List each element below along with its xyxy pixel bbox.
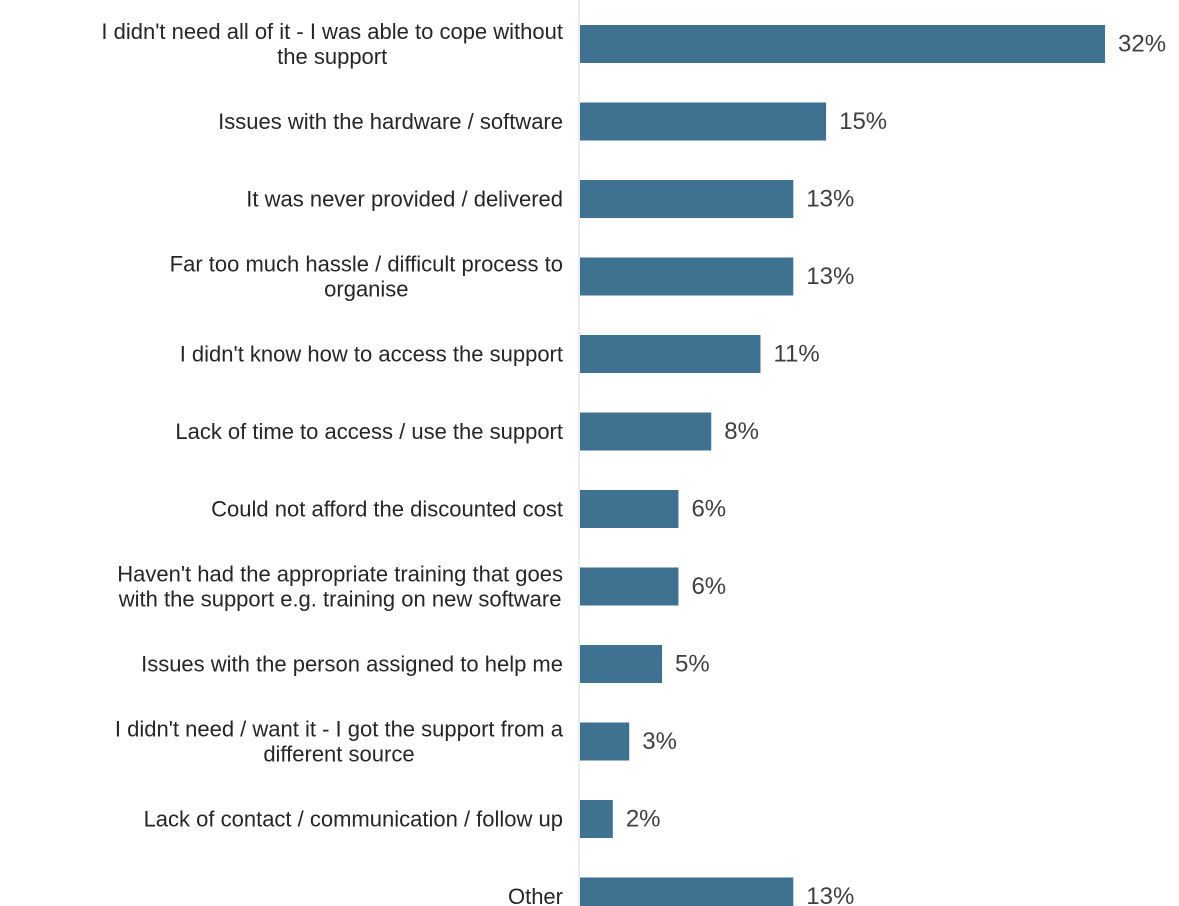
category-label: It was never provided / delivered [246,187,563,212]
category-label-line: the support [277,44,387,69]
category-label-line: Lack of contact / communication / follow… [144,807,563,832]
bar [580,412,712,451]
bar [580,645,663,683]
bar-value-label: 32% [1118,31,1166,58]
bar-value-label: 8% [724,418,759,445]
bar-value-label: 6% [691,496,726,523]
category-label-line: Could not afford the discounted cost [211,497,563,522]
bar-value-label: 13% [806,883,854,906]
bar [580,102,827,141]
category-label: Far too much hassle / difficult process … [170,252,563,302]
category-label: Lack of contact / communication / follow… [144,807,563,832]
category-label-line: I didn't need / want it - I got the supp… [115,717,564,742]
bar-value-label: 11% [773,341,819,368]
category-label: I didn't know how to access the support [180,342,563,367]
bar-value-label: 2% [626,806,661,833]
bar-value-label: 6% [691,573,726,600]
bar [580,25,1105,63]
category-label-line: I didn't need all of it - I was able to … [101,19,563,44]
bar [580,257,794,296]
category-label-line: different source [263,742,414,767]
category-label-line: organise [324,277,408,302]
bar-value-label: 5% [675,651,710,678]
category-label: I didn't need / want it - I got the supp… [115,717,564,767]
bar-value-label: 3% [642,728,677,755]
category-label: Haven't had the appropriate training tha… [117,562,563,612]
category-label-line: Issues with the hardware / software [218,109,563,134]
category-label: Could not afford the discounted cost [211,497,563,522]
category-label: Other [508,884,563,906]
category-label-line: Haven't had the appropriate training tha… [117,562,563,587]
category-label-line: Other [508,884,563,906]
category-label-line: with the support e.g. training on new so… [118,587,562,612]
bar-value-label: 13% [806,263,854,290]
bar-value-label: 15% [839,108,887,135]
category-label: I didn't need all of it - I was able to … [101,19,563,69]
category-label: Lack of time to access / use the support [175,419,563,444]
category-label: Issues with the hardware / software [218,109,563,134]
bar [580,490,679,528]
bar [580,335,761,373]
category-label-line: Lack of time to access / use the support [175,419,563,444]
category-label-line: I didn't know how to access the support [180,342,563,367]
category-label-line: It was never provided / delivered [246,187,563,212]
category-label-line: Far too much hassle / difficult process … [170,252,563,277]
category-label-line: Issues with the person assigned to help … [141,652,563,677]
bar [580,877,794,906]
category-label: Issues with the person assigned to help … [141,652,563,677]
bar [580,567,679,606]
bar-value-label: 13% [806,186,854,213]
bar [580,180,794,218]
bar [580,722,630,761]
bar [580,800,613,838]
